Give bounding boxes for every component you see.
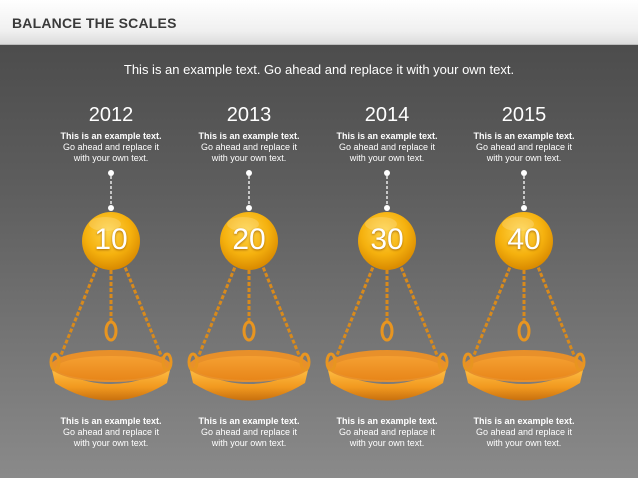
description-line: with your own text. bbox=[349, 438, 425, 448]
description-line: Go ahead and replace it bbox=[200, 427, 298, 437]
description-line: Go ahead and replace it bbox=[200, 142, 298, 152]
value-label: 30 bbox=[370, 223, 404, 256]
bottom-description: This is an example text. Go ahead and re… bbox=[323, 416, 451, 449]
description-line: with your own text. bbox=[211, 438, 287, 448]
description-line: Go ahead and replace it bbox=[62, 427, 160, 437]
scale-column-2014: 2014 This is an example text. Go ahead a… bbox=[323, 0, 451, 478]
description-bold: This is an example text. bbox=[60, 416, 162, 426]
page-title: BALANCE THE SCALES bbox=[12, 15, 177, 31]
year-label: 2015 bbox=[501, 104, 547, 126]
description-bold: This is an example text. bbox=[473, 416, 575, 426]
description-line: Go ahead and replace it bbox=[338, 142, 436, 152]
description-bold: This is an example text. bbox=[336, 131, 438, 141]
scale-column-2012: 2012 This is an example text. Go ahead a… bbox=[47, 0, 175, 478]
bottom-description: This is an example text. Go ahead and re… bbox=[47, 416, 175, 449]
description-bold: This is an example text. bbox=[473, 131, 575, 141]
description-line: Go ahead and replace it bbox=[475, 142, 573, 152]
scale-column-2015: 2015 This is an example text. Go ahead a… bbox=[460, 0, 588, 478]
value-label: 10 bbox=[94, 223, 128, 256]
description-line: with your own text. bbox=[486, 438, 562, 448]
description-bold: This is an example text. bbox=[336, 416, 438, 426]
description-line: with your own text. bbox=[486, 153, 562, 163]
value-label: 40 bbox=[507, 223, 541, 256]
year-label: 2014 bbox=[364, 104, 410, 126]
description-line: with your own text. bbox=[73, 438, 149, 448]
top-description: This is an example text. Go ahead and re… bbox=[185, 131, 313, 164]
bottom-description: This is an example text. Go ahead and re… bbox=[185, 416, 313, 449]
top-description: This is an example text. Go ahead and re… bbox=[323, 131, 451, 164]
description-line: with your own text. bbox=[349, 153, 425, 163]
description-bold: This is an example text. bbox=[198, 416, 300, 426]
bottom-description: This is an example text. Go ahead and re… bbox=[460, 416, 588, 449]
scale-column-2013: 2013 This is an example text. Go ahead a… bbox=[185, 0, 313, 478]
year-label: 2013 bbox=[226, 104, 272, 126]
top-description: This is an example text. Go ahead and re… bbox=[47, 131, 175, 164]
year-label: 2012 bbox=[88, 104, 134, 126]
header-bar: BALANCE THE SCALES bbox=[0, 0, 638, 45]
description-bold: This is an example text. bbox=[60, 131, 162, 141]
subtitle-text: This is an example text. Go ahead and re… bbox=[123, 62, 515, 77]
description-line: Go ahead and replace it bbox=[475, 427, 573, 437]
description-bold: This is an example text. bbox=[198, 131, 300, 141]
description-line: Go ahead and replace it bbox=[338, 427, 436, 437]
description-line: with your own text. bbox=[211, 153, 287, 163]
description-line: Go ahead and replace it bbox=[62, 142, 160, 152]
value-label: 20 bbox=[232, 223, 266, 256]
top-description: This is an example text. Go ahead and re… bbox=[460, 131, 588, 164]
description-line: with your own text. bbox=[73, 153, 149, 163]
